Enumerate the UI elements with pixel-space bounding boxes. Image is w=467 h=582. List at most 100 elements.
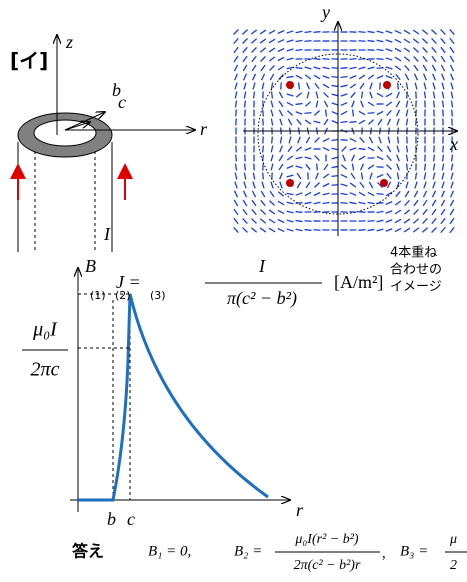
field-arrow — [359, 111, 365, 114]
field-arrow — [377, 167, 384, 168]
field-arrow — [287, 156, 293, 160]
field-arrow — [278, 220, 284, 223]
field-arrow — [341, 165, 346, 169]
field-arrow — [395, 57, 401, 61]
field-arrow — [425, 164, 426, 171]
field-arrow — [314, 67, 321, 69]
field-arrow — [379, 137, 381, 144]
field-arrow — [323, 76, 330, 78]
field-arrow — [288, 119, 291, 125]
field-arrow — [452, 155, 453, 162]
field-arrow — [305, 202, 312, 203]
field-arrow — [398, 83, 399, 90]
b1: B₁ = 0, — [148, 543, 191, 559]
field-arrow — [236, 155, 237, 162]
field-arrow — [305, 41, 312, 42]
field-arrow — [423, 200, 427, 206]
field-arrow — [234, 200, 237, 206]
field-arrow — [360, 137, 365, 142]
field-arrow — [263, 146, 264, 153]
field-arrow — [442, 173, 444, 180]
c-label: c — [118, 92, 126, 112]
field-arrow — [244, 182, 246, 189]
field-arrow — [260, 228, 266, 232]
field-arrow — [243, 200, 247, 206]
field-arrow — [280, 137, 281, 144]
field-arrow — [442, 92, 443, 99]
field-arrow — [425, 92, 426, 99]
field-arrow — [279, 74, 284, 79]
field-arrow — [234, 209, 238, 215]
field-arrow — [414, 191, 417, 197]
field-arrow — [377, 76, 383, 79]
field-arrow — [341, 174, 347, 177]
label: [イ] — [10, 49, 48, 73]
field-arrow — [359, 149, 366, 150]
field-arrow — [332, 176, 339, 177]
field-arrow — [341, 68, 348, 69]
field-arrow — [405, 200, 410, 205]
field-arrow — [452, 110, 453, 117]
field-arrow — [368, 31, 375, 32]
field-arrow — [350, 202, 357, 203]
field-arrow — [296, 31, 303, 33]
field-arrow — [252, 56, 256, 61]
field-arrow — [235, 92, 236, 99]
field-arrow — [407, 164, 408, 171]
field-arrow — [234, 38, 239, 43]
field-arrow — [423, 209, 427, 214]
field-arrow — [422, 39, 427, 44]
field-arrow — [234, 56, 238, 62]
field-arrow — [279, 101, 283, 107]
field-arrow — [432, 218, 437, 223]
field-arrow — [287, 166, 293, 169]
field-arrow — [406, 119, 407, 126]
field-arrow — [395, 201, 401, 205]
field-arrow — [269, 219, 275, 223]
field-arrow — [271, 119, 272, 126]
field-arrow — [352, 155, 355, 161]
field-arrow — [404, 219, 410, 223]
field-arrow — [368, 120, 373, 125]
field-arrow — [305, 230, 312, 231]
field-arrow — [280, 119, 282, 126]
graph-y-label: B — [85, 256, 96, 276]
field-arrow — [350, 76, 356, 79]
field-arrow — [278, 31, 284, 34]
field-arrow — [243, 209, 247, 215]
field-arrow — [350, 148, 357, 150]
field-arrow — [352, 164, 353, 171]
field-arrow — [442, 83, 444, 90]
field-arrow — [279, 164, 283, 170]
field-arrow — [350, 59, 357, 60]
field-arrow — [443, 101, 444, 108]
field-arrow — [359, 202, 366, 204]
field-arrow — [314, 75, 320, 79]
field-arrow — [296, 229, 303, 230]
field-arrow — [413, 48, 418, 53]
field-arrow — [442, 164, 443, 171]
field-arrow — [314, 111, 319, 116]
field-arrow — [324, 93, 329, 98]
field-arrow — [324, 101, 327, 107]
field-arrow — [287, 229, 294, 231]
field-arrow — [261, 200, 265, 205]
field-arrow — [343, 155, 346, 161]
field-arrow — [368, 165, 374, 169]
field-arrow — [279, 110, 282, 116]
field-arrow — [404, 30, 410, 34]
x-label: x — [449, 134, 458, 154]
field-arrow — [287, 67, 294, 68]
field-arrow — [287, 220, 294, 222]
field-arrow — [269, 210, 275, 214]
field-arrow — [360, 182, 364, 187]
field-arrow — [271, 83, 272, 90]
field-arrow — [377, 49, 384, 50]
peak-num: μ₀I — [32, 319, 58, 341]
field-arrow — [423, 191, 426, 197]
field-arrow — [297, 119, 301, 124]
b2-sep: , — [382, 545, 386, 561]
field-arrow — [405, 191, 409, 197]
field-arrow — [260, 30, 266, 34]
field-arrow — [350, 122, 357, 123]
